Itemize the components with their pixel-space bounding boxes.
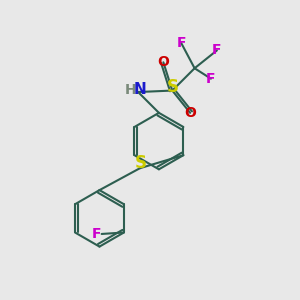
Text: F: F	[92, 227, 101, 241]
Text: F: F	[176, 36, 186, 50]
Text: N: N	[134, 82, 147, 98]
Text: O: O	[184, 106, 196, 120]
Text: H: H	[125, 83, 136, 97]
Text: O: O	[158, 55, 169, 69]
Text: F: F	[206, 72, 216, 86]
Text: S: S	[166, 78, 178, 96]
Text: S: S	[134, 154, 146, 172]
Text: F: F	[212, 44, 222, 57]
